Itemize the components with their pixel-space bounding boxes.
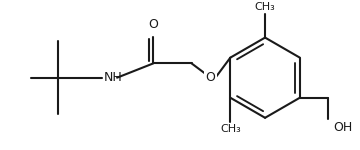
Text: O: O [148,18,158,31]
Text: NH: NH [104,71,122,84]
Text: O: O [206,71,216,84]
Text: CH₃: CH₃ [255,2,275,12]
Text: O: O [206,71,216,84]
Text: CH₃: CH₃ [220,123,241,134]
Text: OH: OH [333,121,352,134]
